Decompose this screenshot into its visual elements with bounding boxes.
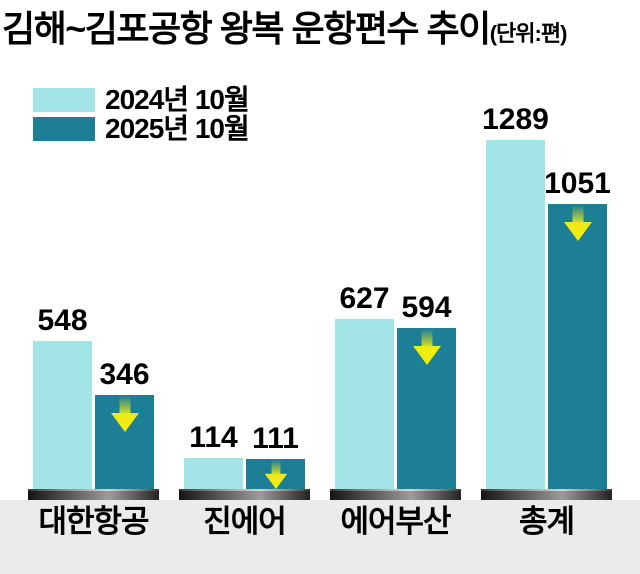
legend-item-2025: 2025년 10월 [33,113,250,144]
category-label: 총계 [518,504,575,539]
decrease-arrow-icon [264,460,287,489]
legend-item-2024: 2024년 10월 [33,84,250,115]
value-label: 114 [189,421,238,454]
value-label: 1051 [544,167,611,200]
value-label: 627 [339,282,390,315]
bar-2025-대한항공 [95,395,154,489]
bar-2024-총계 [486,140,545,489]
legend: 2024년 10월 2025년 10월 [33,84,250,146]
pedestal-highlight [481,489,612,491]
decrease-arrow-icon [412,329,441,365]
legend-label-2025: 2025년 10월 [105,113,250,144]
category-label: 에어부산 [340,504,451,539]
bar-2025-총계 [548,204,607,489]
pedestal-highlight [179,489,310,491]
legend-label-2024: 2024년 10월 [105,84,250,115]
decrease-arrow-icon [563,205,592,241]
value-label: 548 [37,304,88,337]
pedestal-base [330,489,461,500]
value-label: 346 [99,358,150,391]
title-row: 김해~김포공항 왕복 운항편수 추이(단위:편) [2,0,638,52]
pedestal-highlight [28,489,159,491]
value-label: 594 [401,291,452,324]
pedestal-highlight [330,489,461,491]
bar-2024-진에어 [184,458,243,489]
bar-2025-에어부산 [397,328,456,489]
pedestal-base [481,489,612,500]
pedestal-base [179,489,310,500]
category-label: 대한항공 [38,504,149,539]
bar-2025-진에어 [246,459,305,489]
value-label: 1289 [482,103,549,136]
legend-swatch-2025-icon [33,117,95,141]
legend-swatch-2024-icon [33,88,95,112]
decrease-arrow-icon [110,396,139,432]
value-label: 111 [252,422,299,455]
bar-2024-에어부산 [335,319,394,489]
unit-label: (단위:편) [489,21,568,46]
page-title: 김해~김포공항 왕복 운항편수 추이 [2,8,491,49]
category-label: 진에어 [203,504,287,539]
category-axis-band: 대한항공 진에어 에어부산 총계 [0,500,640,574]
bar-2024-대한항공 [33,341,92,489]
pedestal-base [28,489,159,500]
